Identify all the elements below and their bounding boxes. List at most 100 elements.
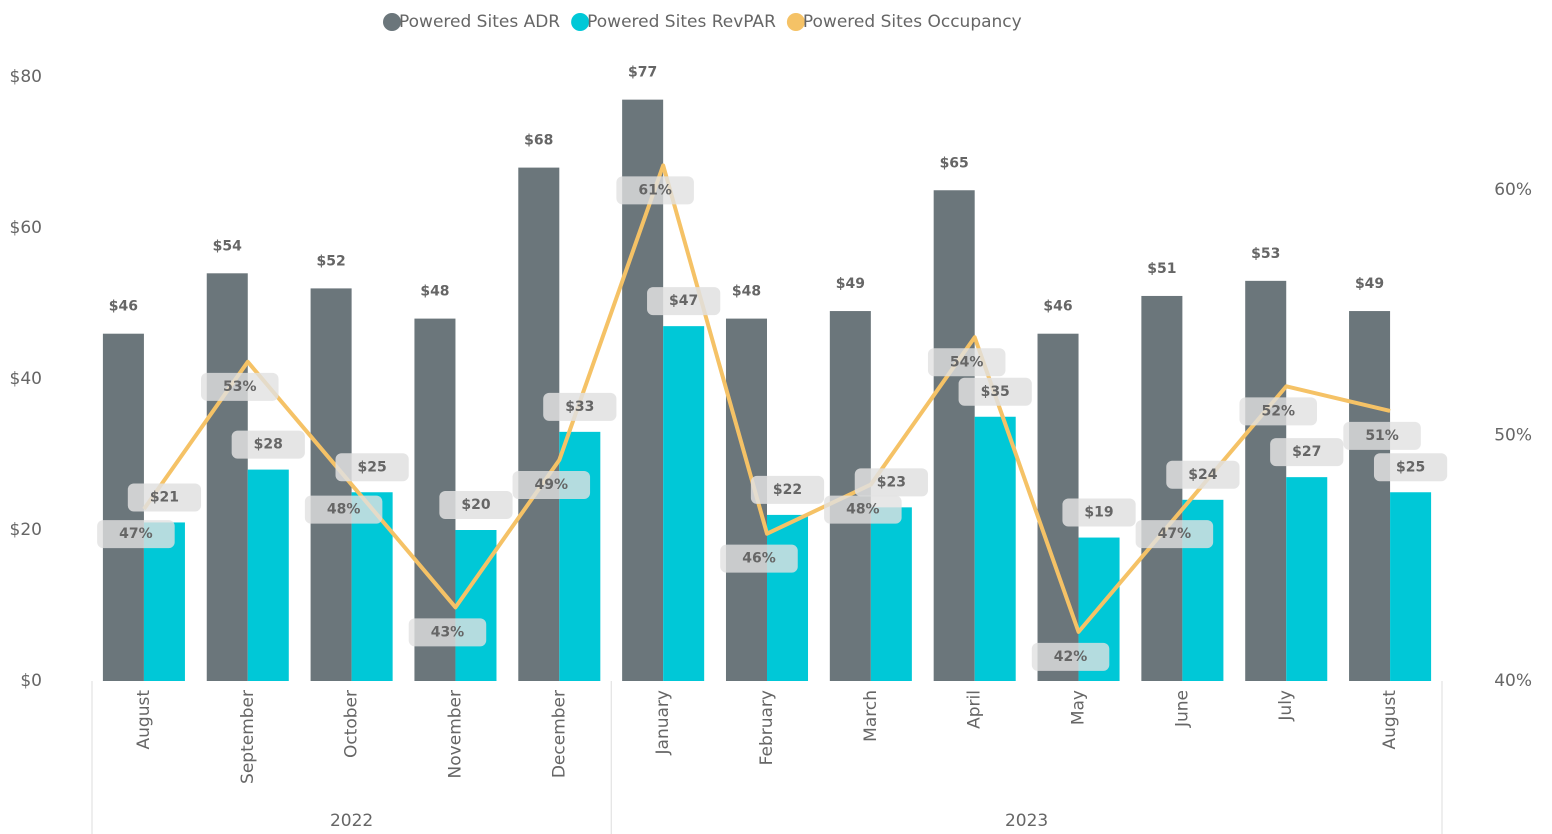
data-label-text: $49 xyxy=(836,276,865,292)
data-label-text: $19 xyxy=(1084,505,1113,521)
data-label-text: $33 xyxy=(565,399,594,415)
data-label-box xyxy=(304,495,383,524)
data-label: $21 xyxy=(127,483,202,512)
data-label: 61% xyxy=(616,176,694,205)
x-tick-label: August xyxy=(134,690,154,750)
data-label: $24 xyxy=(1166,460,1240,489)
x-tick-label: January xyxy=(653,690,673,755)
bar xyxy=(767,514,809,681)
data-label: $23 xyxy=(854,468,928,497)
data-label-text: $27 xyxy=(1292,444,1321,460)
data-label-box xyxy=(824,495,902,524)
data-label: 52% xyxy=(1239,397,1317,426)
data-label-text: $22 xyxy=(773,482,802,498)
data-label: 46% xyxy=(720,544,798,573)
group-label: 2022 xyxy=(330,811,373,831)
y-tick-label: $80 xyxy=(10,67,42,87)
bar xyxy=(1245,280,1287,681)
data-label-box xyxy=(750,475,825,504)
data-label: $27 xyxy=(1270,438,1344,467)
data-label-box xyxy=(1062,498,1136,527)
data-label-box xyxy=(127,483,202,512)
data-label: $46 xyxy=(109,299,138,315)
bar xyxy=(206,273,248,681)
data-label-text: 53% xyxy=(223,379,257,395)
data-label-text: 52% xyxy=(1261,403,1295,419)
data-label-text: 46% xyxy=(742,551,776,567)
y-tick-label: $60 xyxy=(10,218,42,238)
y-tick-label: $20 xyxy=(10,520,42,540)
data-label: $25 xyxy=(1373,453,1448,482)
data-label-text: $54 xyxy=(213,238,242,254)
data-label-text: $53 xyxy=(1251,246,1280,262)
legend-label: Powered Sites Occupancy xyxy=(803,12,1022,32)
line xyxy=(142,163,1391,634)
bar xyxy=(559,431,601,681)
data-label: 48% xyxy=(304,495,383,524)
bar xyxy=(247,469,289,681)
data-label: $77 xyxy=(628,65,657,81)
data-label: $68 xyxy=(524,133,553,149)
data-label: $48 xyxy=(732,284,761,300)
data-label: $53 xyxy=(1251,246,1280,262)
data-label-box xyxy=(720,544,798,573)
bar xyxy=(870,507,912,681)
data-label: 42% xyxy=(1031,642,1110,671)
group-label: 2023 xyxy=(1005,811,1048,831)
data-label-box xyxy=(543,392,617,421)
data-label-text: $48 xyxy=(732,284,761,300)
data-label: $46 xyxy=(1043,299,1072,315)
data-label-box xyxy=(201,372,279,401)
data-label-box xyxy=(1343,421,1421,450)
y-tick-label: $40 xyxy=(10,369,42,389)
x-tick-label: May xyxy=(1069,690,1089,725)
data-label-text: $46 xyxy=(1043,299,1072,315)
data-label: $47 xyxy=(647,287,721,316)
data-label-box xyxy=(1135,520,1214,549)
data-label-box xyxy=(854,468,928,497)
data-label-box xyxy=(927,348,1006,377)
data-label-text: 61% xyxy=(638,182,672,198)
data-label: 49% xyxy=(512,471,591,500)
data-label-text: 54% xyxy=(950,354,984,370)
data-label-text: $25 xyxy=(1396,459,1425,475)
data-label-box xyxy=(408,618,487,647)
data-label-text: 48% xyxy=(327,502,361,518)
data-label: $35 xyxy=(958,377,1032,406)
data-label: $25 xyxy=(335,453,409,482)
x-tick-label: November xyxy=(445,690,465,778)
data-label: $33 xyxy=(543,392,617,421)
data-label-text: 47% xyxy=(119,526,153,542)
data-label: $48 xyxy=(420,284,449,300)
data-label-box xyxy=(616,176,694,205)
data-label: 54% xyxy=(927,348,1006,377)
y2-tick-label: 60% xyxy=(1494,180,1532,200)
data-label-box xyxy=(231,430,305,459)
data-label-box xyxy=(335,453,409,482)
bar xyxy=(143,522,185,681)
data-label-text: 43% xyxy=(431,624,465,640)
bar xyxy=(933,190,975,681)
data-label-box xyxy=(97,520,175,549)
data-label-box xyxy=(439,491,513,519)
y-tick-label: $0 xyxy=(20,671,42,691)
x-tick-label: October xyxy=(342,690,362,758)
bar xyxy=(310,288,352,681)
x-tick-label: April xyxy=(965,690,985,729)
data-label: $49 xyxy=(836,276,865,292)
data-label-box xyxy=(1270,438,1344,467)
data-label-box xyxy=(1166,460,1240,489)
data-label: 53% xyxy=(201,372,279,401)
data-label-text: $51 xyxy=(1147,261,1176,277)
data-label-text: $48 xyxy=(420,284,449,300)
data-label-box xyxy=(1031,642,1110,671)
data-label-box xyxy=(512,471,591,500)
bar xyxy=(1390,492,1432,681)
data-label: $52 xyxy=(316,253,345,269)
legend-label: Powered Sites ADR xyxy=(399,12,560,32)
data-label: $22 xyxy=(750,475,825,504)
data-label-text: 51% xyxy=(1365,428,1399,444)
data-label-text: $49 xyxy=(1355,276,1384,292)
bar xyxy=(663,326,705,681)
